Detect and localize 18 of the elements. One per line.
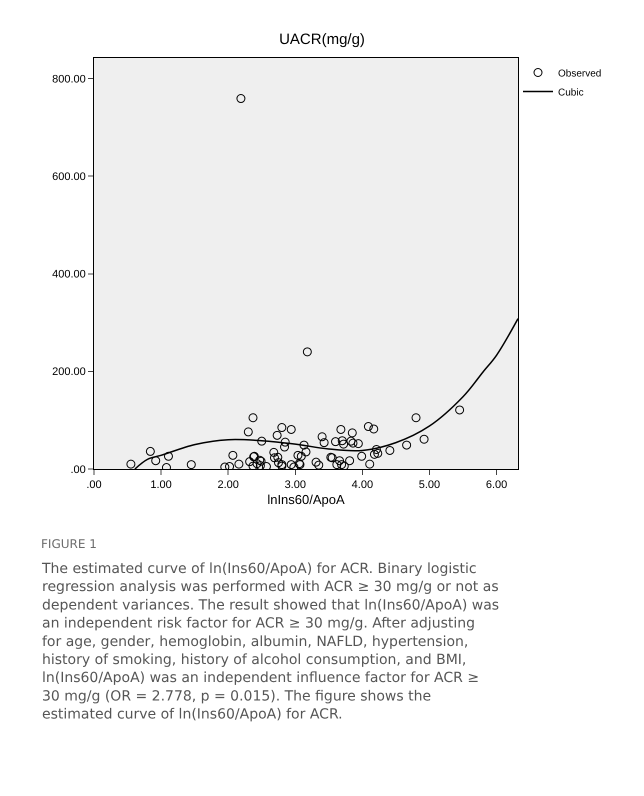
y-tick-label: 800.00 bbox=[52, 73, 86, 86]
x-axis-title: lnIns60/ApoA bbox=[267, 492, 345, 507]
text: The estimated curve of ln(Ins60/ApoA) for ACR. Binary logistic regression analysis was performed with ACR ≥ 30 mg/g or not as dependent variances. The result showed that ln(Ins60/ApoA) was an independent risk factor for ACR ≥ 30 mg/g. After adjusting for age, gender, hemoglobin, albumin, NAFLD, hypertension, history of smoking, history of alcohol consumption, and BMI, ln(Ins60/ApoA) was an independent influence factor for ACR ≥ 30 mg/g (OR = 2.778, p = 0.015). The figure shows the estimated curve of ln(Ins60/ApoA) for ACR. bbox=[42, 561, 500, 723]
chart-title: UACR(mg/g) bbox=[279, 31, 365, 48]
x-tick-label: 2.00 bbox=[217, 479, 239, 492]
y-tick-label: 200.00 bbox=[52, 366, 86, 378]
x-tick-label: 3.00 bbox=[284, 479, 306, 492]
x-tick-label: 6.00 bbox=[486, 479, 508, 492]
y-tick-label: .00 bbox=[70, 464, 86, 476]
x-tick-label: 4.00 bbox=[352, 479, 374, 492]
caption: FIGURE 1 bbox=[41, 537, 97, 551]
legend-label: Cubic bbox=[558, 87, 584, 98]
y-tick-label: 400.00 bbox=[52, 268, 86, 281]
x-tick-label: 1.00 bbox=[150, 479, 172, 492]
y-tick-label: 600.00 bbox=[52, 170, 86, 183]
legend-label: Observed bbox=[558, 68, 602, 80]
x-tick-label: 5.00 bbox=[418, 479, 440, 492]
x-tick-label: .00 bbox=[86, 479, 102, 492]
